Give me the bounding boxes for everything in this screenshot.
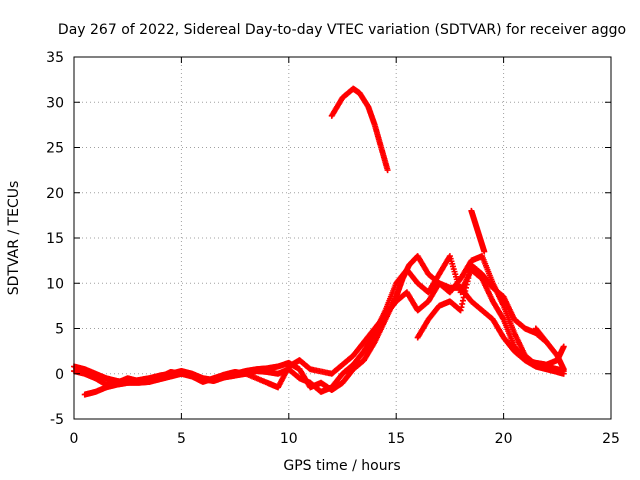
y-tick-label: 25 [46, 141, 64, 157]
x-tick-label: 20 [495, 431, 513, 447]
y-tick-label: 15 [46, 231, 64, 247]
y-tick-label: 0 [55, 367, 64, 383]
series-track-d [414, 262, 550, 346]
x-tick-label: 10 [280, 431, 298, 447]
y-tick-label: 30 [46, 95, 64, 111]
x-tick-label: 15 [387, 431, 405, 447]
x-tick-label: 5 [177, 431, 186, 447]
y-tick-label: 20 [46, 186, 64, 202]
x-tick-label: 0 [70, 431, 79, 447]
x-tick-label: 25 [602, 431, 620, 447]
y-tick-label: 35 [46, 50, 64, 66]
series-track-c [81, 280, 567, 398]
chart-title: Day 267 of 2022, Sidereal Day-to-day VTE… [58, 22, 626, 38]
x-axis-label: GPS time / hours [283, 458, 400, 474]
y-axis-label: SDTVAR / TECUs [6, 181, 22, 296]
y-tick-labels: -5 0 5 10 15 20 25 30 35 [46, 50, 64, 428]
y-tick-label: 5 [55, 322, 64, 338]
data-point [560, 343, 567, 350]
data-points [71, 85, 567, 398]
y-tick-label: 10 [46, 276, 64, 292]
axis-ticks [73, 56, 612, 420]
series-track-e [532, 325, 567, 373]
data-point [384, 167, 391, 174]
data-point [560, 366, 567, 373]
series-track-g [468, 207, 488, 255]
data-point [481, 248, 488, 255]
series-track-f [328, 85, 391, 174]
y-tick-label: -5 [50, 412, 64, 428]
x-tick-labels: 0 5 10 15 20 25 [70, 431, 620, 447]
